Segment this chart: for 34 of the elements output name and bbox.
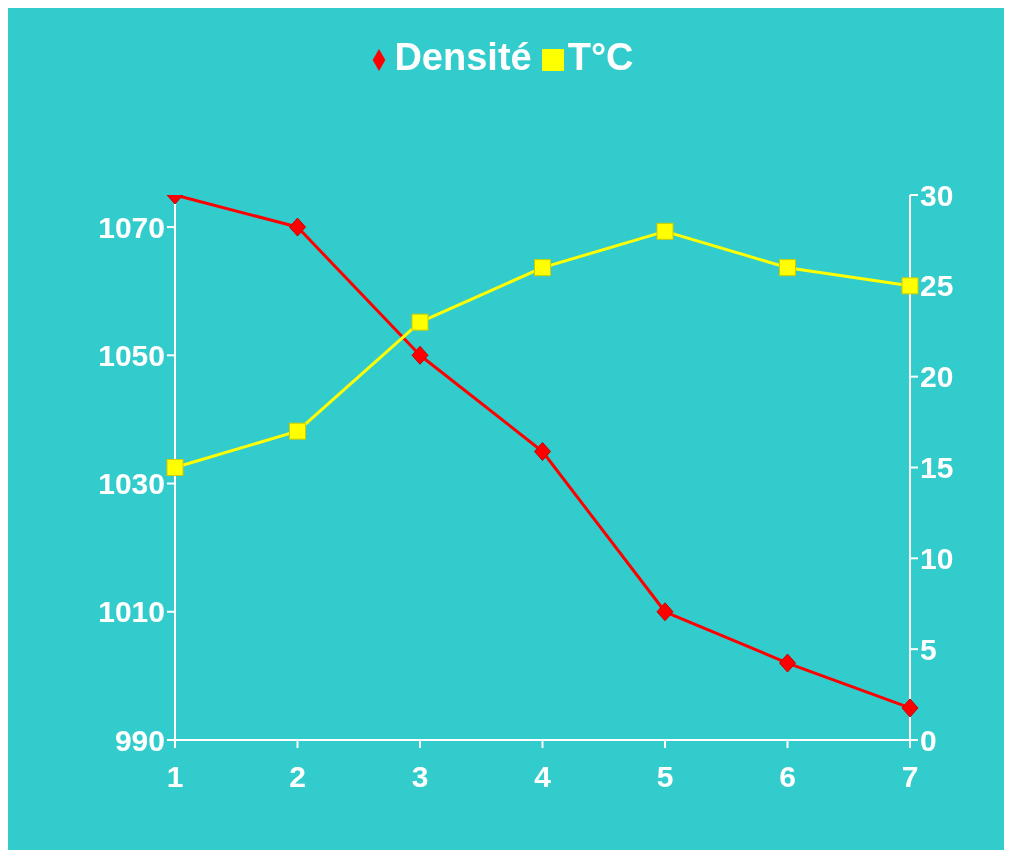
y2-tick-label: 15: [920, 451, 954, 485]
y-tick-label: 1050: [98, 338, 165, 372]
point: [779, 259, 796, 277]
point: [901, 698, 919, 718]
y-tick-label: 1070: [98, 210, 165, 244]
point: [779, 653, 796, 673]
y-tick-label: 990: [114, 723, 165, 757]
legend-label: Densité: [394, 36, 532, 78]
point: [534, 441, 551, 461]
legend-label: T°C: [567, 36, 634, 78]
point: [656, 222, 674, 240]
x-tick-label: 4: [534, 760, 552, 794]
x-tick-label: 2: [289, 760, 306, 794]
y2-tick-label: 5: [920, 632, 937, 666]
x-tick-label: 1: [166, 760, 184, 794]
y-tick-label: 1030: [98, 467, 165, 501]
point: [534, 259, 551, 277]
point: [289, 422, 306, 440]
x-tick-label: 7: [901, 760, 919, 794]
y2-tick-label: 20: [920, 360, 954, 394]
y2-tick-label: 0: [920, 723, 937, 757]
y-tick-label: 1010: [98, 595, 165, 629]
point: [411, 345, 429, 365]
y2-tick-label: 25: [920, 269, 954, 303]
x-tick-label: 5: [656, 760, 674, 794]
point: [289, 217, 306, 237]
point: [656, 602, 674, 622]
point: [166, 459, 184, 476]
y2-tick-label: 10: [920, 541, 954, 575]
point: [901, 277, 919, 295]
x-tick-label: 6: [779, 760, 796, 794]
x-tick-label: 3: [411, 760, 429, 794]
y2-tick-label: 30: [920, 178, 954, 212]
point: [411, 313, 429, 331]
